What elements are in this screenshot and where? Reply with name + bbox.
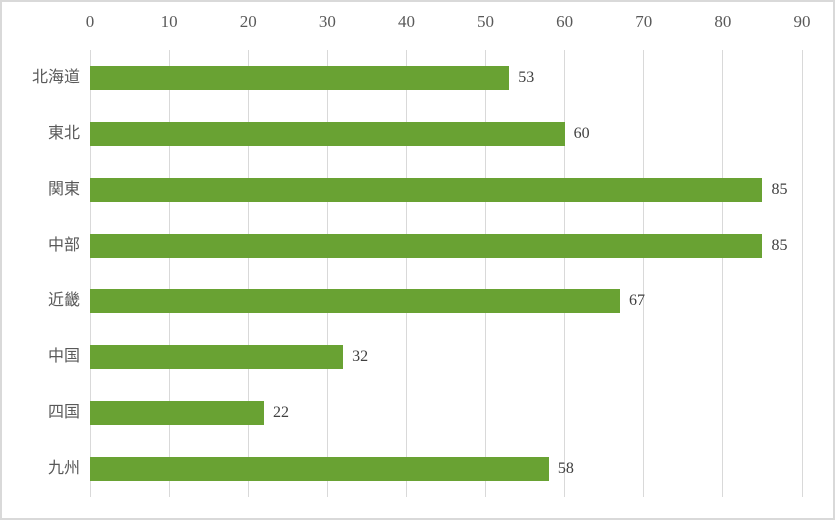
gridline	[326, 50, 328, 497]
value-label: 58	[557, 460, 574, 478]
value-label: 32	[352, 348, 369, 366]
gridline	[564, 50, 566, 497]
value-label: 85	[771, 180, 788, 198]
x-axis-tick-label: 50	[477, 12, 495, 31]
x-axis-tick-label: 70	[635, 12, 653, 31]
bar	[90, 177, 763, 202]
value-label: 85	[771, 236, 788, 254]
x-axis-tick-label: 60	[556, 12, 574, 31]
gridline	[801, 50, 803, 497]
gridline	[405, 50, 407, 497]
bar	[90, 401, 265, 426]
bar	[90, 121, 565, 146]
bar	[90, 65, 510, 90]
gridline	[643, 50, 645, 497]
category-label: 四国	[47, 404, 80, 422]
x-axis-tick-label: 30	[318, 12, 336, 31]
x-axis-tick-label: 90	[793, 12, 811, 31]
bar	[90, 289, 621, 314]
gridline	[722, 50, 724, 497]
category-label: 関東	[47, 180, 80, 198]
x-axis-tick-label: 40	[397, 12, 415, 31]
category-label: 中部	[47, 236, 80, 254]
bar	[90, 457, 549, 482]
gridline	[247, 50, 249, 497]
x-axis-tick-label: 80	[714, 12, 732, 31]
category-label: 中国	[47, 348, 80, 366]
bar	[90, 233, 763, 258]
category-label: 北海道	[31, 68, 80, 86]
gridline	[168, 50, 170, 497]
value-label: 60	[573, 124, 590, 142]
category-label: 九州	[47, 460, 80, 478]
bar	[90, 345, 344, 370]
category-label: 近畿	[47, 292, 80, 310]
x-axis-tick-label: 0	[85, 12, 95, 31]
value-label: 67	[629, 292, 646, 310]
x-axis-tick-label: 10	[160, 12, 178, 31]
category-label: 東北	[47, 124, 80, 142]
value-label: 53	[518, 68, 535, 86]
gridline	[485, 50, 487, 497]
x-axis-tick-label: 20	[239, 12, 257, 31]
gridline	[89, 50, 91, 497]
value-label: 22	[273, 404, 290, 422]
